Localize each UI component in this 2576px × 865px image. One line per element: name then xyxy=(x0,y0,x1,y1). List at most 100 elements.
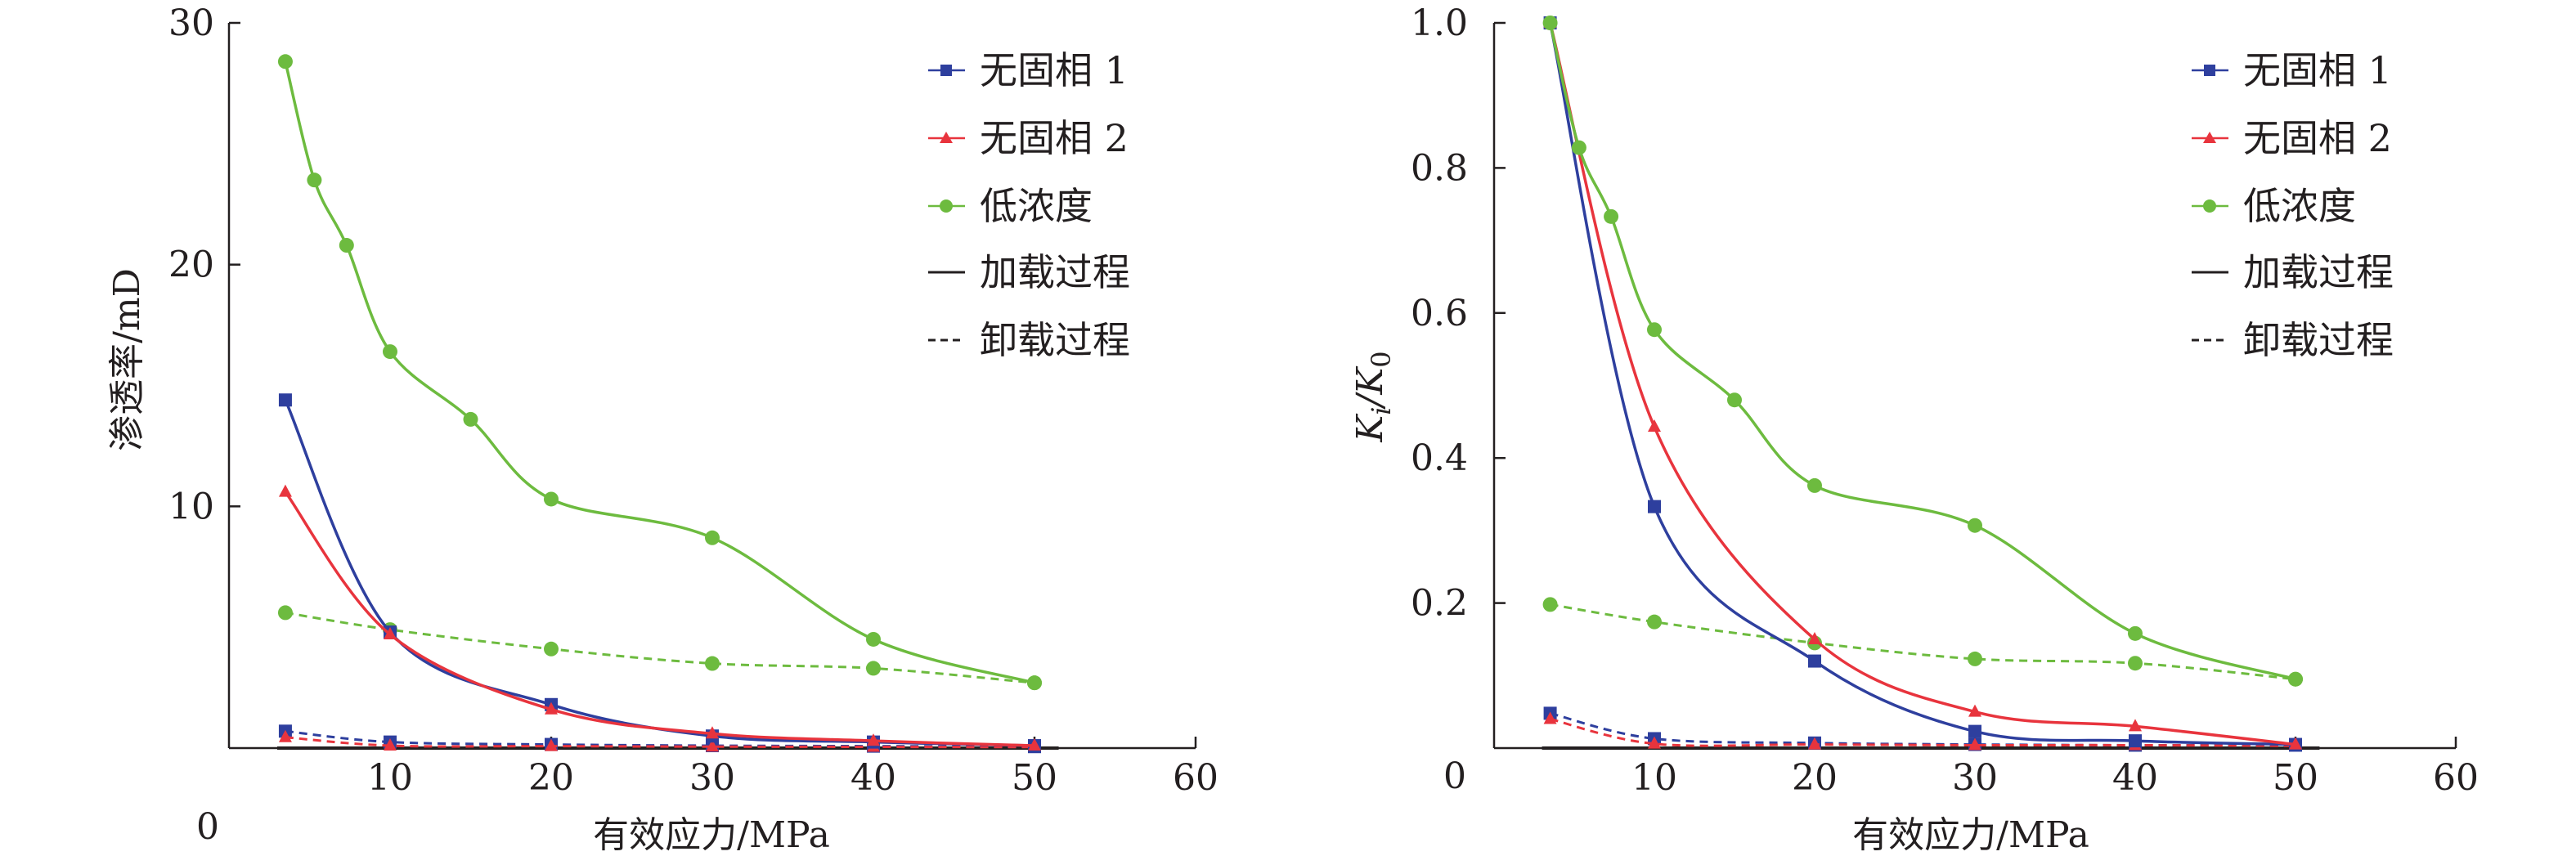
data-point[interactable] xyxy=(2129,734,2142,748)
data-point[interactable] xyxy=(463,411,478,427)
data-point[interactable] xyxy=(2128,656,2143,671)
data-point[interactable] xyxy=(706,739,719,752)
tick-labels: 10 20 30 10 20 30 40 50 60 xyxy=(168,2,1218,799)
data-point[interactable] xyxy=(1808,737,1821,750)
x-tick-label: 60 xyxy=(2433,757,2479,799)
legend-item-series3[interactable]: 低浓度 xyxy=(2192,184,2356,228)
data-point[interactable] xyxy=(705,656,720,671)
legend-item-series1[interactable]: 无固相 1 xyxy=(928,48,1129,92)
y-tick-label: 0.4 xyxy=(1411,437,1468,479)
data-point[interactable] xyxy=(1968,737,1981,751)
data-point[interactable] xyxy=(1808,654,1821,668)
x-tick-label: 50 xyxy=(1012,757,1057,799)
data-point[interactable] xyxy=(544,491,559,507)
legend-item-loading[interactable]: 加载过程 xyxy=(2192,250,2394,294)
data-point[interactable] xyxy=(867,733,880,746)
data-point[interactable] xyxy=(706,726,719,739)
data-point[interactable] xyxy=(383,344,397,360)
data-point[interactable] xyxy=(1542,16,1558,30)
series-line xyxy=(284,61,1035,684)
data-point[interactable] xyxy=(1807,477,1822,493)
y-axis-label: Ki/K0 xyxy=(1349,351,1397,442)
x-tick-label: 40 xyxy=(850,757,896,799)
series-line xyxy=(285,611,1035,684)
legend-label: 无固相 1 xyxy=(980,48,1129,92)
data-point[interactable] xyxy=(278,484,292,497)
chart-permeability-ratio: 0.2 0.4 0.6 0.8 1.0 10 20 30 40 50 60 0 有效应力/MPa K… xyxy=(1349,2,2479,856)
data-point[interactable] xyxy=(1028,738,1041,751)
series-line xyxy=(1548,22,2296,746)
data-point[interactable] xyxy=(1727,392,1742,408)
legend-item-series2[interactable]: 无固相 2 xyxy=(2192,116,2392,160)
origin-label: 0 xyxy=(196,806,219,848)
x-tick-label: 20 xyxy=(528,757,574,799)
y-tick-label: 0.6 xyxy=(1411,293,1468,334)
series-line xyxy=(1548,22,2296,681)
series-line xyxy=(284,491,1035,747)
legend-label: 无固相 2 xyxy=(980,116,1129,160)
series-line xyxy=(1550,718,2296,747)
x-tick-label: 50 xyxy=(2273,757,2318,799)
data-point[interactable] xyxy=(1968,704,1981,717)
data-point[interactable] xyxy=(1647,614,1662,630)
data-point[interactable] xyxy=(384,627,397,640)
legend-label: 加载过程 xyxy=(980,250,1130,294)
legend-item-unloading[interactable]: 卸载过程 xyxy=(2192,318,2394,362)
series-line xyxy=(1548,22,2296,746)
x-tick-label: 40 xyxy=(2112,757,2158,799)
legend: 无固相 1 无固相 2 低浓度 加载过程 卸载过程 xyxy=(928,48,1130,362)
tick-labels: 0.2 0.4 0.6 0.8 1.0 10 20 30 40 50 60 xyxy=(1411,2,2479,799)
data-point[interactable] xyxy=(1647,322,1662,338)
legend-label: 加载过程 xyxy=(2243,250,2394,294)
data-point[interactable] xyxy=(1027,675,1042,691)
legend: 无固相 1 无固相 2 低浓度 加载过程 卸载过程 xyxy=(2192,48,2394,362)
data-point[interactable] xyxy=(278,729,292,742)
legend-item-series2[interactable]: 无固相 2 xyxy=(928,116,1129,160)
data-point[interactable] xyxy=(1968,724,1981,738)
data-point[interactable] xyxy=(1648,500,1661,513)
data-point[interactable] xyxy=(277,605,293,621)
data-point[interactable] xyxy=(705,530,720,545)
x-axis-label: 有效应力/MPa xyxy=(593,814,830,856)
data-point[interactable] xyxy=(866,661,881,676)
data-point[interactable] xyxy=(2288,671,2303,687)
data-point[interactable] xyxy=(307,173,322,188)
y-label-sep: /K xyxy=(1349,366,1391,410)
data-point[interactable] xyxy=(277,54,293,69)
data-point[interactable] xyxy=(1648,736,1661,749)
circle-marker-icon xyxy=(940,199,953,213)
data-point[interactable] xyxy=(545,738,558,751)
data-point[interactable] xyxy=(1543,711,1557,724)
data-point[interactable] xyxy=(2128,625,2143,641)
square-marker-icon xyxy=(940,65,952,76)
data-point[interactable] xyxy=(1968,518,1982,533)
data-point[interactable] xyxy=(1968,651,1982,666)
origin-label: 0 xyxy=(1443,755,1466,797)
data-point[interactable] xyxy=(384,738,397,751)
legend-item-series1[interactable]: 无固相 1 xyxy=(2192,48,2392,92)
y-axis-label: 渗透率/mD xyxy=(106,268,148,451)
data-point[interactable] xyxy=(545,701,558,715)
legend-item-unloading[interactable]: 卸载过程 xyxy=(928,318,1130,362)
data-point[interactable] xyxy=(544,641,559,657)
data-point[interactable] xyxy=(1604,208,1619,224)
data-point[interactable] xyxy=(1808,631,1821,644)
series-line xyxy=(1550,711,2296,747)
x-axis-label: 有效应力/MPa xyxy=(1852,814,2089,856)
data-point[interactable] xyxy=(278,393,292,407)
y-tick-label: 20 xyxy=(168,244,214,286)
x-tick-label: 20 xyxy=(1792,757,1838,799)
data-point[interactable] xyxy=(2289,737,2302,750)
y-tick-label: 30 xyxy=(168,2,214,44)
legend-item-loading[interactable]: 加载过程 xyxy=(928,250,1130,294)
series-group xyxy=(1542,16,2320,752)
data-point[interactable] xyxy=(339,238,354,253)
data-point[interactable] xyxy=(866,631,881,647)
data-point[interactable] xyxy=(1542,597,1558,612)
data-point[interactable] xyxy=(1648,419,1661,432)
data-point[interactable] xyxy=(1571,140,1586,155)
data-point[interactable] xyxy=(2129,719,2142,732)
legend-item-series3[interactable]: 低浓度 xyxy=(928,184,1093,228)
